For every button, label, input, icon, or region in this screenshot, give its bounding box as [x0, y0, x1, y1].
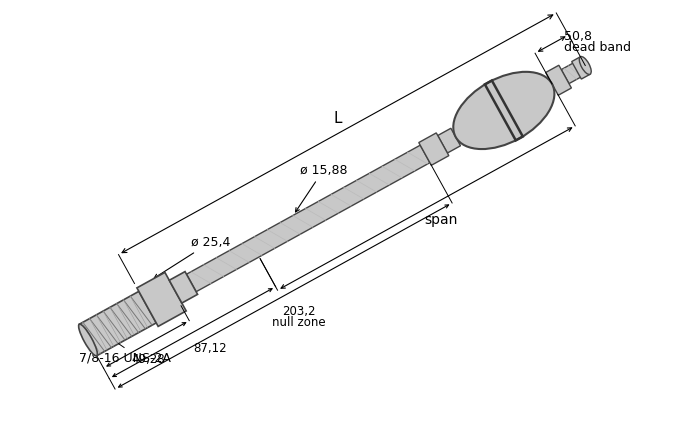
Polygon shape — [572, 57, 590, 79]
Text: 49,28: 49,28 — [132, 353, 165, 366]
Ellipse shape — [78, 324, 97, 356]
Polygon shape — [137, 272, 186, 326]
Text: ø 25,4: ø 25,4 — [154, 236, 230, 278]
Polygon shape — [561, 62, 582, 84]
Polygon shape — [169, 271, 197, 303]
Text: 87,12: 87,12 — [194, 342, 228, 354]
Text: dead band: dead band — [564, 41, 631, 53]
Text: ø 15,88: ø 15,88 — [295, 164, 347, 212]
Polygon shape — [79, 291, 156, 356]
Text: L: L — [333, 111, 342, 126]
Polygon shape — [438, 128, 461, 153]
Polygon shape — [546, 65, 571, 95]
Ellipse shape — [580, 57, 592, 74]
Polygon shape — [186, 145, 430, 292]
Text: null zone: null zone — [272, 316, 326, 329]
Text: span: span — [425, 213, 458, 227]
Ellipse shape — [454, 72, 554, 149]
Text: 203,2: 203,2 — [282, 305, 315, 318]
Text: 7/8-16 UNS-2A: 7/8-16 UNS-2A — [79, 352, 171, 365]
Text: 50,8: 50,8 — [564, 30, 592, 42]
Polygon shape — [419, 133, 449, 165]
